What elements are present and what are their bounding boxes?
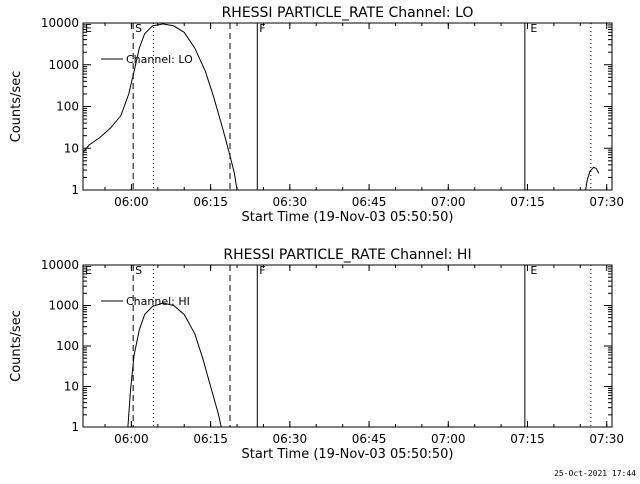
- chart-panel-1: RHESSI PARTICLE_RATE Channel: HI 06:00 06:…: [9, 247, 624, 462]
- chart-panel-0: RHESSI PARTICLE_RATE Channel: LO 06:00 06:…: [9, 5, 624, 225]
- y-tick-label: 100: [56, 100, 79, 114]
- y-tick-label: 1000: [48, 58, 79, 72]
- x-tick-label: 07:15: [510, 432, 545, 446]
- footer-timestamp: 25-Oct-2021 17:44: [554, 469, 636, 478]
- chart-title: RHESSI PARTICLE_RATE Channel: HI: [223, 247, 471, 263]
- x-tick-label: 07:15: [510, 195, 545, 209]
- x-tick-label: 06:30: [273, 195, 308, 209]
- legend-label: Channel: LO: [126, 53, 193, 66]
- series-line: [82, 23, 238, 191]
- legend-label: Channel: HI: [126, 295, 190, 308]
- y-axis-label: Counts/sec: [9, 310, 24, 382]
- y-tick-label: 10000: [41, 16, 79, 30]
- series-line: [127, 302, 222, 428]
- x-tick-label: 07:30: [589, 432, 624, 446]
- marker-label: E: [530, 264, 537, 277]
- plot-frame: [82, 264, 613, 428]
- y-tick-label: 100: [56, 339, 79, 353]
- x-tick-label: 06:30: [273, 432, 308, 446]
- x-axis-label: Start Time (19-Nov-03 05:50:50): [242, 447, 454, 462]
- y-tick-label: 1: [71, 183, 79, 197]
- marker-label: F: [259, 264, 265, 277]
- x-tick-label: 06:00: [114, 195, 149, 209]
- x-tick-label: 06:45: [352, 195, 387, 209]
- series-line: [585, 166, 600, 191]
- x-axis-label: Start Time (19-Nov-03 05:50:50): [242, 210, 454, 225]
- x-tick-label: 06:15: [193, 432, 228, 446]
- x-tick-label: 07:00: [431, 432, 466, 446]
- y-tick-label: 10: [64, 380, 79, 394]
- x-tick-label: 06:15: [193, 195, 228, 209]
- marker-label: E: [85, 22, 92, 35]
- x-tick-label: 07:00: [431, 195, 466, 209]
- x-tick-label: 07:30: [589, 195, 624, 209]
- y-tick-label: 1: [71, 420, 79, 434]
- y-axis-label: Counts/sec: [9, 71, 24, 143]
- x-tick-label: 06:00: [114, 432, 149, 446]
- marker-label: E: [85, 264, 92, 277]
- marker-label: E: [530, 22, 537, 35]
- y-tick-label: 10: [64, 141, 79, 155]
- marker-label: S: [135, 264, 142, 277]
- y-tick-label: 10000: [41, 258, 79, 272]
- marker-label: F: [259, 22, 265, 35]
- plot-frame: [82, 22, 613, 191]
- marker-label: S: [135, 22, 142, 35]
- chart-title: RHESSI PARTICLE_RATE Channel: LO: [222, 5, 474, 21]
- y-tick-label: 1000: [48, 299, 79, 313]
- x-tick-label: 06:45: [352, 432, 387, 446]
